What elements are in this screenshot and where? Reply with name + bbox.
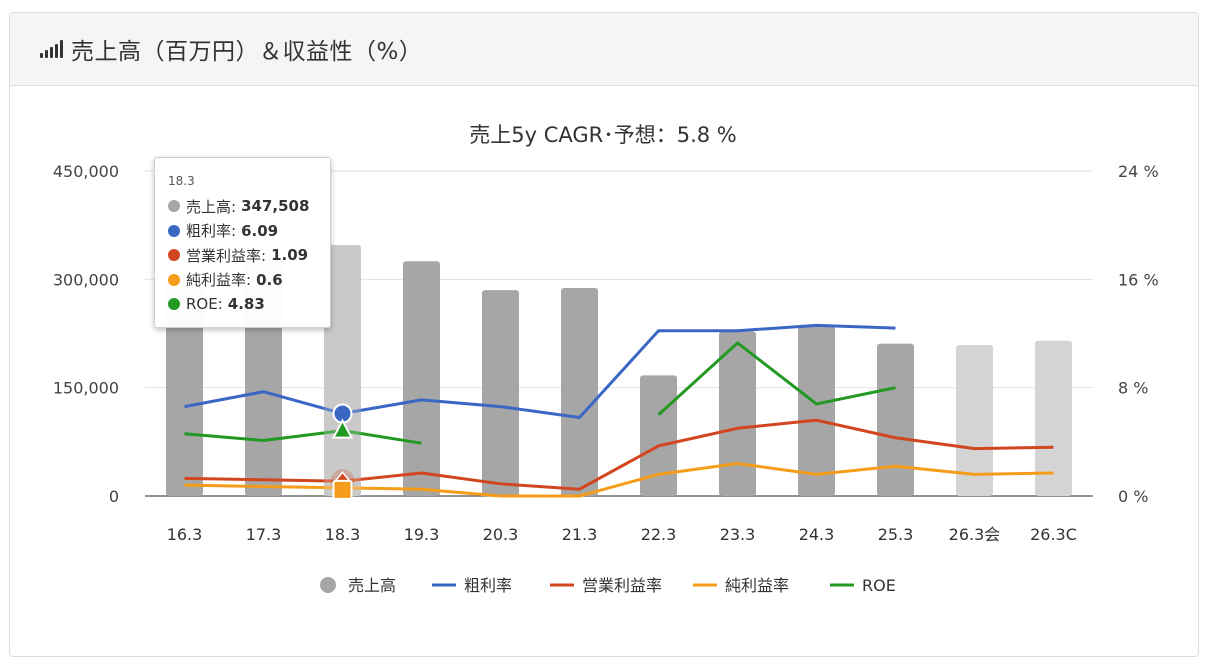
right-axis-tick-label: 0 % [1118, 487, 1148, 506]
x-tick-label: 16.3 [167, 525, 203, 544]
x-tick-label: 24.3 [799, 525, 835, 544]
legend-label: 営業利益率 [582, 576, 662, 595]
series-line-0 [184, 323, 896, 419]
tooltip-dot [168, 273, 180, 286]
legend-label: ROE [862, 576, 896, 595]
x-tick-label: 21.3 [562, 525, 598, 544]
tooltip-row: 純利益率: 0.6 [168, 268, 330, 293]
x-tick-label: 23.3 [720, 525, 756, 544]
left-axis-tick-label: 300,000 [53, 270, 119, 289]
right-axis-tick-label: 16 % [1118, 270, 1159, 289]
card-title: 売上高（百万円）＆収益性（%） [71, 39, 423, 65]
tooltip-row: 売上高: 347,508 [168, 194, 330, 219]
tooltip-row: 粗利率: 6.09 [168, 219, 330, 244]
right-axis-tick-label: 24 % [1118, 162, 1159, 181]
tooltip-label: 営業利益率: [186, 246, 267, 265]
bar-20.3 [482, 290, 519, 496]
legend-symbol-sales [320, 577, 336, 593]
tooltip: 18.3 売上高: 347,508 粗利率: 6.09 営業利益率: 1.09 純利益率: 0… [154, 157, 331, 328]
x-tick-label: 18.3 [325, 525, 361, 544]
left-axis-tick-label: 450,000 [53, 162, 119, 181]
x-tick-label: 25.3 [878, 525, 914, 544]
tooltip-value: 4.83 [227, 295, 265, 314]
tooltip-row: 営業利益率: 1.09 [168, 243, 330, 268]
right-axis-tick-label: 8 % [1118, 379, 1148, 398]
tooltip-value: 347,508 [241, 197, 310, 216]
signal-bars-icon [40, 40, 63, 58]
left-axis-tick-label: 0 [109, 487, 119, 506]
tooltip-value: 6.09 [241, 221, 279, 240]
bar-19.3 [403, 261, 440, 496]
tooltip-dot [168, 298, 180, 311]
chart-title: 売上5y CAGR･予想：5.8 % [469, 123, 737, 147]
legend-label: 粗利率 [464, 576, 512, 595]
series-line-1 [184, 418, 1054, 491]
tooltip-row: ROE: 4.83 [168, 292, 330, 317]
x-tick-label: 26.3会 [949, 525, 1001, 544]
marker-roe [331, 418, 354, 439]
bar-26.3会 [956, 345, 993, 496]
tooltip-value: 0.6 [256, 270, 283, 289]
bar-23.3 [719, 331, 756, 496]
tooltip-label: 純利益率: [186, 271, 252, 290]
bar-21.3 [561, 288, 598, 496]
series-line-2 [184, 462, 1054, 498]
chart-card: 売上高（百万円）＆収益性（%） [9, 12, 1199, 657]
x-tick-label: 26.3C [1030, 525, 1077, 544]
marker-net-margin [332, 479, 353, 500]
tooltip-dot [168, 224, 180, 237]
bar-26.3C [1035, 340, 1072, 496]
series-line-3 [657, 341, 896, 416]
tooltip-dot [168, 249, 180, 262]
tooltip-label: 売上高: [186, 197, 237, 216]
card-header: 売上高（百万円）＆収益性（%） [10, 13, 1198, 86]
tooltip-value: 1.09 [271, 246, 309, 265]
tooltip-category: 18.3 [168, 174, 195, 188]
bar-24.3 [798, 324, 835, 496]
bar-16.3 [166, 272, 203, 496]
series-line-3 [184, 429, 422, 445]
x-tick-label: 20.3 [483, 525, 519, 544]
legend-label: 純利益率 [725, 576, 789, 595]
x-tick-label: 17.3 [246, 525, 282, 544]
tooltip-label: ROE: [186, 295, 223, 314]
x-tick-label: 22.3 [641, 525, 677, 544]
tooltip-label: 粗利率: [186, 222, 237, 241]
x-tick-label: 19.3 [404, 525, 440, 544]
tooltip-dot [168, 200, 180, 213]
legend-label: 売上高 [348, 576, 396, 595]
bar-25.3 [877, 343, 914, 496]
left-axis-tick-label: 150,000 [53, 379, 119, 398]
